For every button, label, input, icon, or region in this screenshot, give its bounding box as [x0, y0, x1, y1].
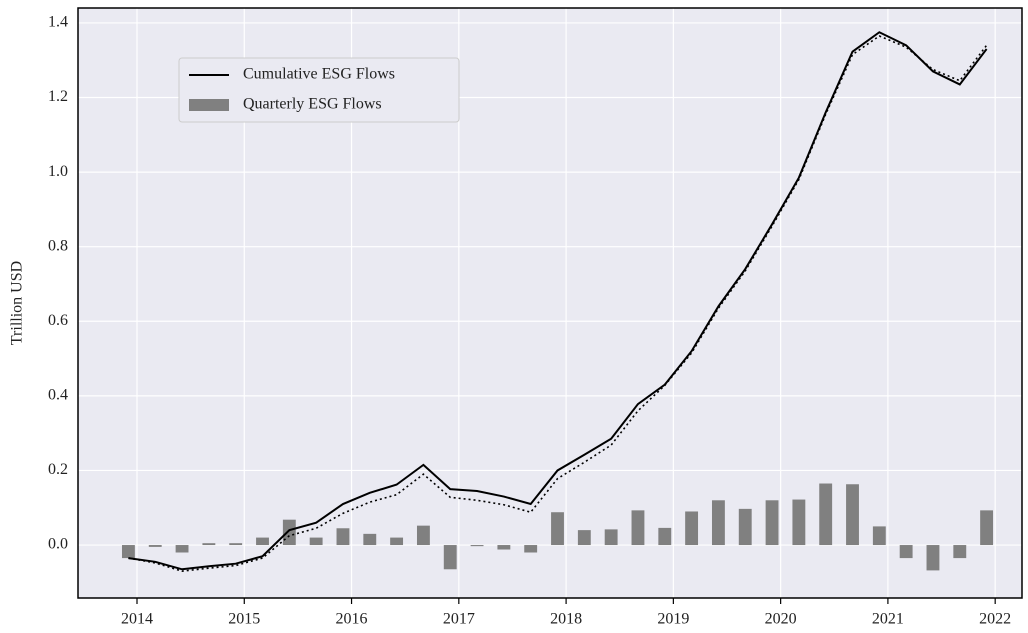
bar [524, 545, 538, 553]
x-tick-label: 2019 [657, 611, 689, 628]
bar [980, 510, 994, 546]
line [128, 31, 988, 571]
bar [765, 500, 779, 546]
bar [416, 525, 430, 546]
bar [121, 545, 135, 559]
x-tick-label: 2022 [979, 611, 1011, 628]
bar [953, 545, 967, 559]
bar [336, 528, 350, 546]
y-axis-label: Trillion USD [9, 261, 26, 345]
bar [926, 545, 940, 571]
bar [631, 510, 645, 546]
bar [229, 543, 243, 546]
bar [685, 511, 699, 546]
bar [577, 530, 591, 546]
bar [390, 537, 404, 546]
bar [256, 537, 269, 546]
line [128, 35, 988, 572]
legend-box [178, 57, 460, 123]
x-tick-label: 2015 [228, 611, 260, 628]
bar [658, 527, 672, 546]
legend-swatch [189, 99, 229, 111]
bar [899, 545, 913, 559]
bar [309, 537, 323, 546]
x-tick-label: 2018 [550, 611, 582, 628]
bar [738, 508, 752, 546]
bar [551, 512, 564, 546]
y-tick-label: 0.0 [48, 536, 68, 553]
plot-frame [77, 7, 1023, 599]
bar [872, 526, 886, 546]
x-tick-label: 2014 [121, 611, 153, 628]
bar [202, 543, 216, 546]
y-tick-label: 0.8 [48, 237, 68, 254]
x-tick-label: 2016 [336, 611, 368, 628]
legend-label: Cumulative ESG Flows [243, 66, 395, 83]
y-tick-label: 1.4 [48, 14, 68, 31]
bar [497, 545, 511, 550]
legend-label: Quarterly ESG Flows [243, 96, 382, 113]
y-tick-label: 0.4 [48, 387, 68, 404]
bar [711, 500, 725, 546]
bar [363, 533, 377, 546]
x-tick-label: 2021 [872, 611, 904, 628]
x-tick-label: 2020 [765, 611, 797, 628]
bar [470, 545, 484, 547]
y-tick-label: 1.2 [48, 88, 68, 105]
bar [792, 499, 806, 546]
bar [282, 519, 296, 546]
bar [604, 529, 618, 546]
y-tick-label: 0.6 [48, 312, 68, 329]
bar [819, 483, 833, 546]
x-tick-label: 2017 [443, 611, 475, 628]
y-tick-label: 0.2 [48, 461, 68, 478]
legend: Cumulative ESG Flows Quarterly ESG Flows [178, 57, 460, 123]
bar [443, 545, 457, 570]
bar [148, 545, 162, 547]
marks [121, 31, 994, 572]
y-tick-label: 1.0 [48, 163, 68, 180]
bar [175, 545, 189, 553]
bar [846, 484, 859, 546]
